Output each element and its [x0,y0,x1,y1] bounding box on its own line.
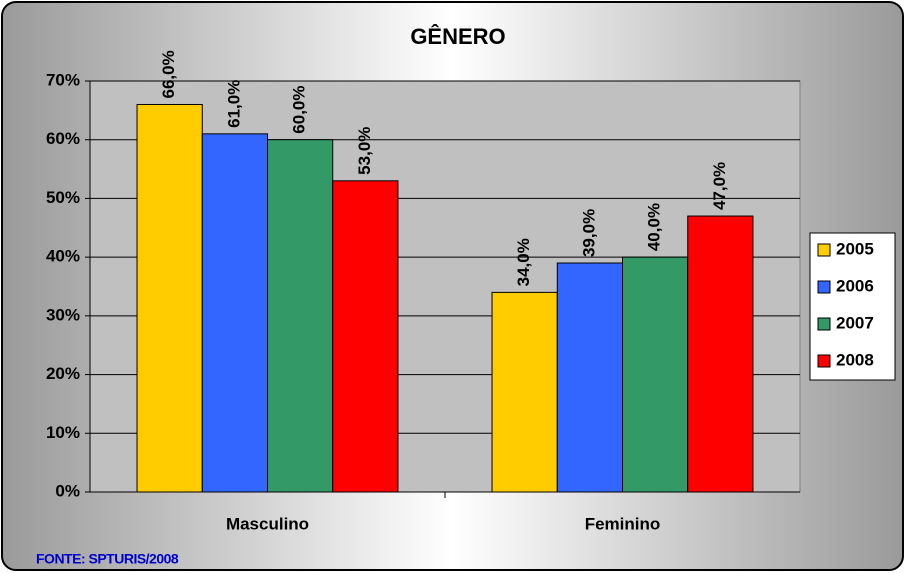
x-tick-label: Masculino [226,514,309,533]
bar [332,180,399,493]
legend-label: 2007 [836,313,874,332]
bar [622,256,689,493]
value-label: 61,0% [224,80,243,128]
legend-swatch [817,354,831,368]
x-tick-label: Feminino [585,514,661,533]
chart-title: GÊNERO [410,24,505,49]
y-tick-label: 20% [46,364,80,383]
legend-swatch [817,280,831,294]
legend-label: 2005 [836,239,874,258]
bar [201,133,268,493]
bar [136,103,203,493]
value-label: 40,0% [645,203,664,251]
y-tick-label: 40% [46,247,80,266]
bar [687,215,754,493]
value-label: 53,0% [355,127,374,175]
y-tick-label: 30% [46,305,80,324]
value-label: 39,0% [579,209,598,257]
value-label: 47,0% [710,162,729,210]
value-label: 34,0% [514,238,533,286]
y-tick-label: 0% [55,481,80,500]
y-tick-label: 50% [46,188,80,207]
source-note: FONTE: SPTURIS/2008 [36,551,179,567]
y-tick-label: 60% [46,129,80,148]
value-label: 66,0% [159,50,178,98]
bar [267,139,334,493]
value-label: 60,0% [290,86,309,134]
legend-swatch [817,317,831,331]
y-tick-label: 70% [46,70,80,89]
legend-label: 2006 [836,276,874,295]
legend-label: 2008 [836,350,874,369]
bar [491,291,558,493]
y-tick-label: 10% [46,423,80,442]
legend-swatch [817,243,831,257]
bar [556,262,623,493]
